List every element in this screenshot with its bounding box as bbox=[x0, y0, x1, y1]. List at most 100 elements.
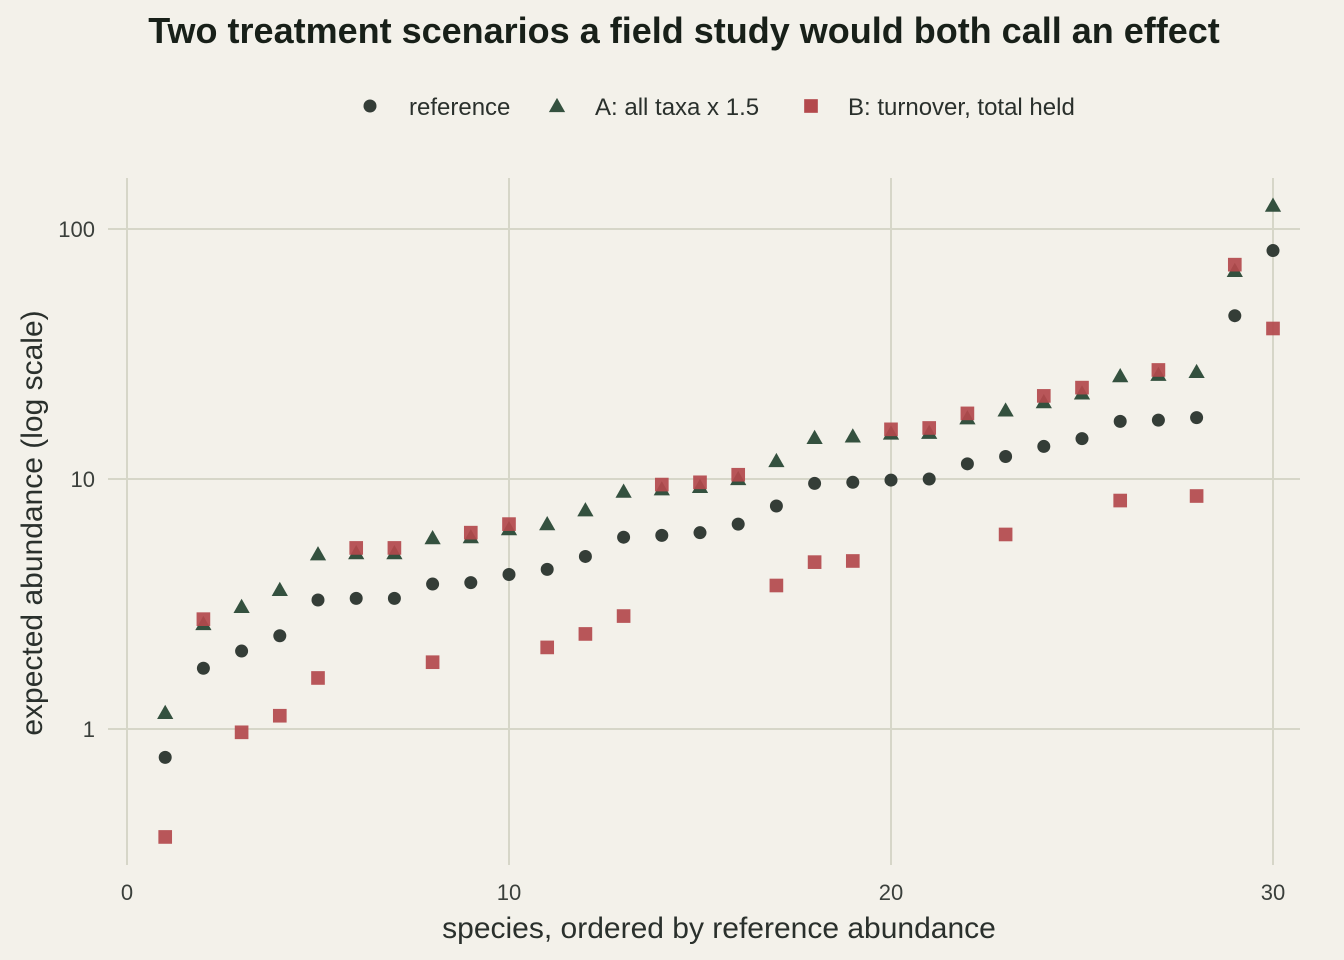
data-point bbox=[233, 598, 250, 613]
data-point bbox=[615, 483, 632, 498]
data-point bbox=[540, 640, 555, 655]
series-square bbox=[158, 257, 1280, 844]
data-point bbox=[1228, 309, 1242, 323]
data-point bbox=[387, 541, 402, 555]
x-tick-label: 30 bbox=[1261, 880, 1285, 905]
data-point bbox=[731, 517, 745, 531]
data-point bbox=[616, 609, 631, 623]
data-point bbox=[309, 546, 327, 561]
data-points bbox=[157, 197, 1282, 844]
data-point bbox=[235, 644, 249, 658]
data-point bbox=[654, 477, 669, 492]
data-point bbox=[464, 576, 478, 590]
data-point bbox=[960, 406, 975, 421]
data-point bbox=[1113, 414, 1127, 428]
data-point bbox=[349, 591, 363, 605]
data-point bbox=[273, 629, 287, 643]
data-point bbox=[502, 517, 516, 531]
legend-marker bbox=[548, 97, 566, 113]
data-point bbox=[655, 528, 669, 542]
legend-label: B: turnover, total held bbox=[848, 94, 1075, 121]
series-circle bbox=[158, 244, 1280, 764]
data-point bbox=[769, 578, 784, 593]
data-point bbox=[387, 591, 401, 605]
grid-lines bbox=[108, 178, 1300, 865]
data-point bbox=[272, 708, 287, 723]
data-point bbox=[845, 554, 860, 568]
x-tick-label: 20 bbox=[879, 880, 903, 905]
data-point bbox=[1190, 411, 1204, 425]
data-point bbox=[234, 725, 249, 740]
data-point bbox=[1113, 493, 1128, 508]
data-point bbox=[311, 671, 325, 685]
data-point bbox=[731, 467, 746, 482]
data-point bbox=[578, 549, 592, 563]
legend: reference A: all taxa x 1.5 B: turnover, t… bbox=[363, 94, 1075, 121]
y-tick-label: 10 bbox=[71, 467, 95, 492]
data-point bbox=[1264, 197, 1282, 212]
data-point bbox=[922, 472, 936, 486]
data-point bbox=[271, 581, 288, 597]
data-point bbox=[617, 530, 631, 544]
data-point bbox=[922, 421, 937, 435]
x-tick-label: 10 bbox=[497, 880, 521, 905]
data-point bbox=[1036, 389, 1051, 403]
data-point bbox=[998, 527, 1013, 542]
x-tick-label: 0 bbox=[121, 880, 133, 905]
data-point bbox=[196, 612, 211, 626]
data-point bbox=[846, 475, 860, 489]
data-point bbox=[311, 593, 325, 607]
data-point bbox=[157, 704, 174, 719]
data-point bbox=[693, 526, 707, 540]
data-point bbox=[807, 555, 822, 569]
data-point bbox=[808, 476, 822, 490]
data-point bbox=[693, 475, 707, 490]
data-point bbox=[425, 655, 440, 670]
legend-marker bbox=[804, 99, 818, 113]
data-point bbox=[768, 452, 785, 468]
data-point bbox=[1075, 380, 1089, 395]
data-point bbox=[1037, 439, 1051, 453]
data-point bbox=[884, 422, 898, 437]
data-point bbox=[539, 515, 556, 531]
data-point bbox=[540, 562, 554, 576]
data-point bbox=[806, 429, 823, 445]
legend-label: A: all taxa x 1.5 bbox=[595, 94, 759, 121]
data-point bbox=[1189, 489, 1204, 503]
data-point bbox=[426, 577, 440, 591]
data-point bbox=[1151, 363, 1166, 377]
data-point bbox=[196, 661, 210, 675]
data-point bbox=[463, 525, 478, 540]
data-point bbox=[1266, 244, 1280, 258]
chart-title: Two treatment scenarios a field study wo… bbox=[148, 10, 1220, 51]
data-point bbox=[997, 402, 1014, 417]
x-axis-title: species, ordered by reference abundance bbox=[442, 912, 996, 945]
data-point bbox=[769, 499, 783, 513]
data-point bbox=[158, 830, 173, 844]
data-point bbox=[424, 530, 441, 545]
data-point bbox=[884, 473, 898, 487]
data-point bbox=[158, 750, 172, 764]
y-tick-label: 1 bbox=[83, 717, 95, 742]
legend-marker bbox=[363, 99, 377, 113]
data-point bbox=[844, 428, 861, 443]
tick-labels: 0 10 20 30 1 10 100 bbox=[58, 217, 1285, 905]
data-point bbox=[1266, 321, 1280, 336]
series-triangle bbox=[157, 197, 1282, 719]
data-point bbox=[1188, 363, 1205, 379]
data-point bbox=[349, 541, 364, 555]
data-point bbox=[1112, 367, 1129, 383]
data-point bbox=[577, 502, 594, 517]
data-point bbox=[960, 457, 974, 471]
data-point bbox=[1151, 413, 1165, 427]
data-point bbox=[578, 627, 593, 641]
data-point bbox=[502, 567, 516, 581]
y-tick-label: 100 bbox=[58, 217, 95, 242]
legend-label: reference bbox=[409, 94, 510, 121]
y-axis-title: expected abundance (log scale) bbox=[16, 310, 49, 735]
data-point bbox=[1227, 257, 1242, 272]
data-point bbox=[999, 450, 1013, 464]
data-point bbox=[1075, 432, 1089, 446]
